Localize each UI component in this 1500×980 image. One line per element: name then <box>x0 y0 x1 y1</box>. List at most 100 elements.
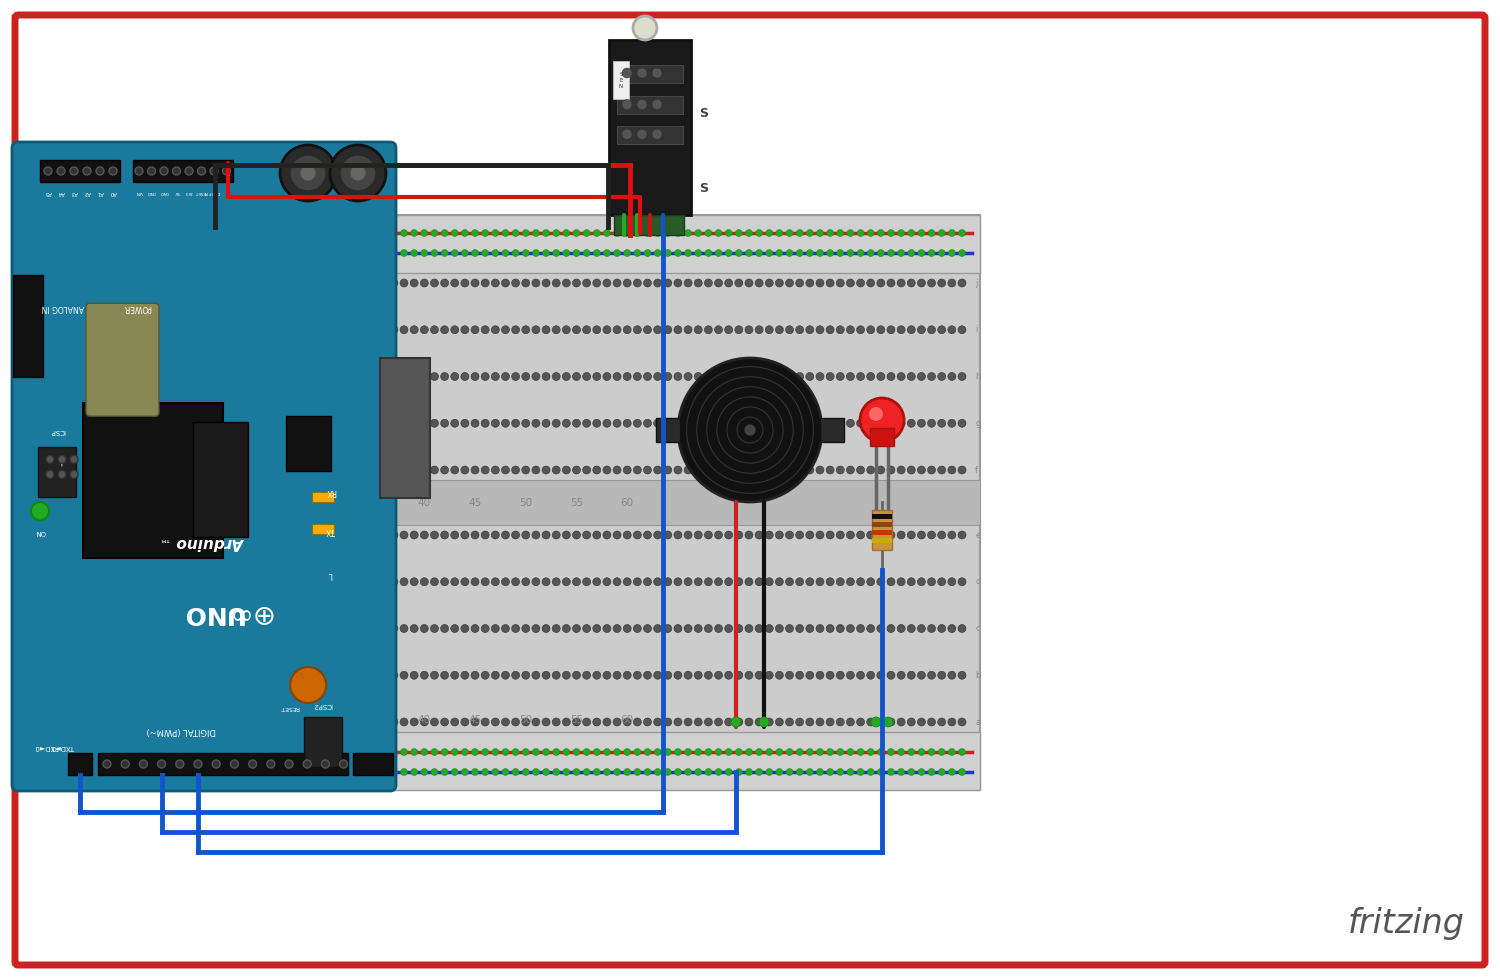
Circle shape <box>908 718 915 726</box>
Circle shape <box>716 250 722 257</box>
Circle shape <box>806 671 814 679</box>
Circle shape <box>746 372 753 380</box>
Circle shape <box>482 419 489 427</box>
Circle shape <box>592 325 602 334</box>
Circle shape <box>664 578 672 586</box>
Circle shape <box>664 624 672 632</box>
Circle shape <box>592 578 602 586</box>
Text: RESET: RESET <box>195 190 208 194</box>
Circle shape <box>614 279 621 287</box>
Circle shape <box>380 229 387 236</box>
Bar <box>315 215 980 273</box>
Circle shape <box>694 419 702 427</box>
Circle shape <box>908 531 915 539</box>
Circle shape <box>614 372 621 380</box>
Circle shape <box>552 749 560 756</box>
Circle shape <box>746 578 753 586</box>
Circle shape <box>735 325 742 334</box>
Circle shape <box>684 325 692 334</box>
Circle shape <box>837 325 844 334</box>
Circle shape <box>422 768 428 775</box>
Circle shape <box>633 466 642 474</box>
Circle shape <box>714 531 723 539</box>
Circle shape <box>592 671 602 679</box>
Circle shape <box>714 419 723 427</box>
Circle shape <box>806 466 814 474</box>
Circle shape <box>837 749 844 756</box>
Circle shape <box>552 624 560 632</box>
Circle shape <box>614 466 621 474</box>
Circle shape <box>441 578 448 586</box>
Circle shape <box>897 466 904 474</box>
Circle shape <box>532 419 540 427</box>
Circle shape <box>390 768 398 775</box>
Circle shape <box>582 531 591 539</box>
Circle shape <box>897 229 904 236</box>
Circle shape <box>622 100 632 110</box>
Circle shape <box>908 229 915 236</box>
Circle shape <box>765 531 772 539</box>
Circle shape <box>552 671 560 679</box>
Circle shape <box>856 749 864 756</box>
Circle shape <box>172 167 180 175</box>
Circle shape <box>44 167 52 175</box>
Circle shape <box>400 466 408 474</box>
Circle shape <box>552 578 560 586</box>
Bar <box>871 522 892 527</box>
Circle shape <box>231 760 238 768</box>
Circle shape <box>938 419 945 427</box>
Circle shape <box>380 768 387 775</box>
Circle shape <box>897 578 904 586</box>
Circle shape <box>360 768 368 775</box>
Circle shape <box>430 372 438 380</box>
Circle shape <box>582 466 591 474</box>
Circle shape <box>420 325 429 334</box>
Circle shape <box>522 749 530 756</box>
Circle shape <box>908 419 915 427</box>
Circle shape <box>522 578 530 586</box>
Circle shape <box>938 279 945 287</box>
Circle shape <box>746 531 753 539</box>
Circle shape <box>735 749 742 756</box>
Circle shape <box>390 718 398 726</box>
Circle shape <box>754 578 764 586</box>
Circle shape <box>460 624 470 632</box>
Circle shape <box>908 325 915 334</box>
Circle shape <box>622 68 632 78</box>
Circle shape <box>878 578 885 586</box>
Bar <box>616 126 682 144</box>
Circle shape <box>614 419 621 427</box>
Circle shape <box>58 456 66 464</box>
Circle shape <box>644 279 651 287</box>
Circle shape <box>552 279 560 287</box>
Circle shape <box>501 325 510 334</box>
Circle shape <box>675 768 681 775</box>
Circle shape <box>705 749 712 756</box>
Text: g: g <box>975 418 981 427</box>
Circle shape <box>806 531 814 539</box>
Circle shape <box>674 531 682 539</box>
Bar <box>315 215 980 790</box>
Circle shape <box>746 768 753 775</box>
Circle shape <box>816 578 824 586</box>
Circle shape <box>654 279 662 287</box>
Circle shape <box>430 671 438 679</box>
Circle shape <box>638 100 646 110</box>
Circle shape <box>460 578 470 586</box>
Circle shape <box>746 419 753 427</box>
Circle shape <box>460 372 470 380</box>
Circle shape <box>211 760 220 768</box>
Circle shape <box>400 250 408 257</box>
Circle shape <box>694 531 702 539</box>
Circle shape <box>897 624 904 632</box>
Circle shape <box>410 624 419 632</box>
Circle shape <box>735 279 742 287</box>
Circle shape <box>350 419 357 427</box>
Circle shape <box>724 466 732 474</box>
Circle shape <box>410 466 419 474</box>
Circle shape <box>380 372 387 380</box>
Circle shape <box>471 419 478 427</box>
Circle shape <box>746 229 753 236</box>
Circle shape <box>624 229 630 236</box>
Circle shape <box>806 325 814 334</box>
